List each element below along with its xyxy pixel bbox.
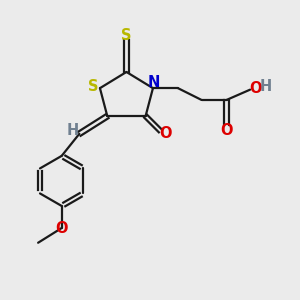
Text: O: O <box>249 81 262 96</box>
Text: H: H <box>259 79 272 94</box>
Text: H: H <box>67 123 79 138</box>
Text: S: S <box>121 28 132 43</box>
Text: O: O <box>159 126 172 141</box>
Text: O: O <box>56 220 68 236</box>
Text: S: S <box>88 79 99 94</box>
Text: O: O <box>220 123 233 138</box>
Text: N: N <box>147 75 160 90</box>
